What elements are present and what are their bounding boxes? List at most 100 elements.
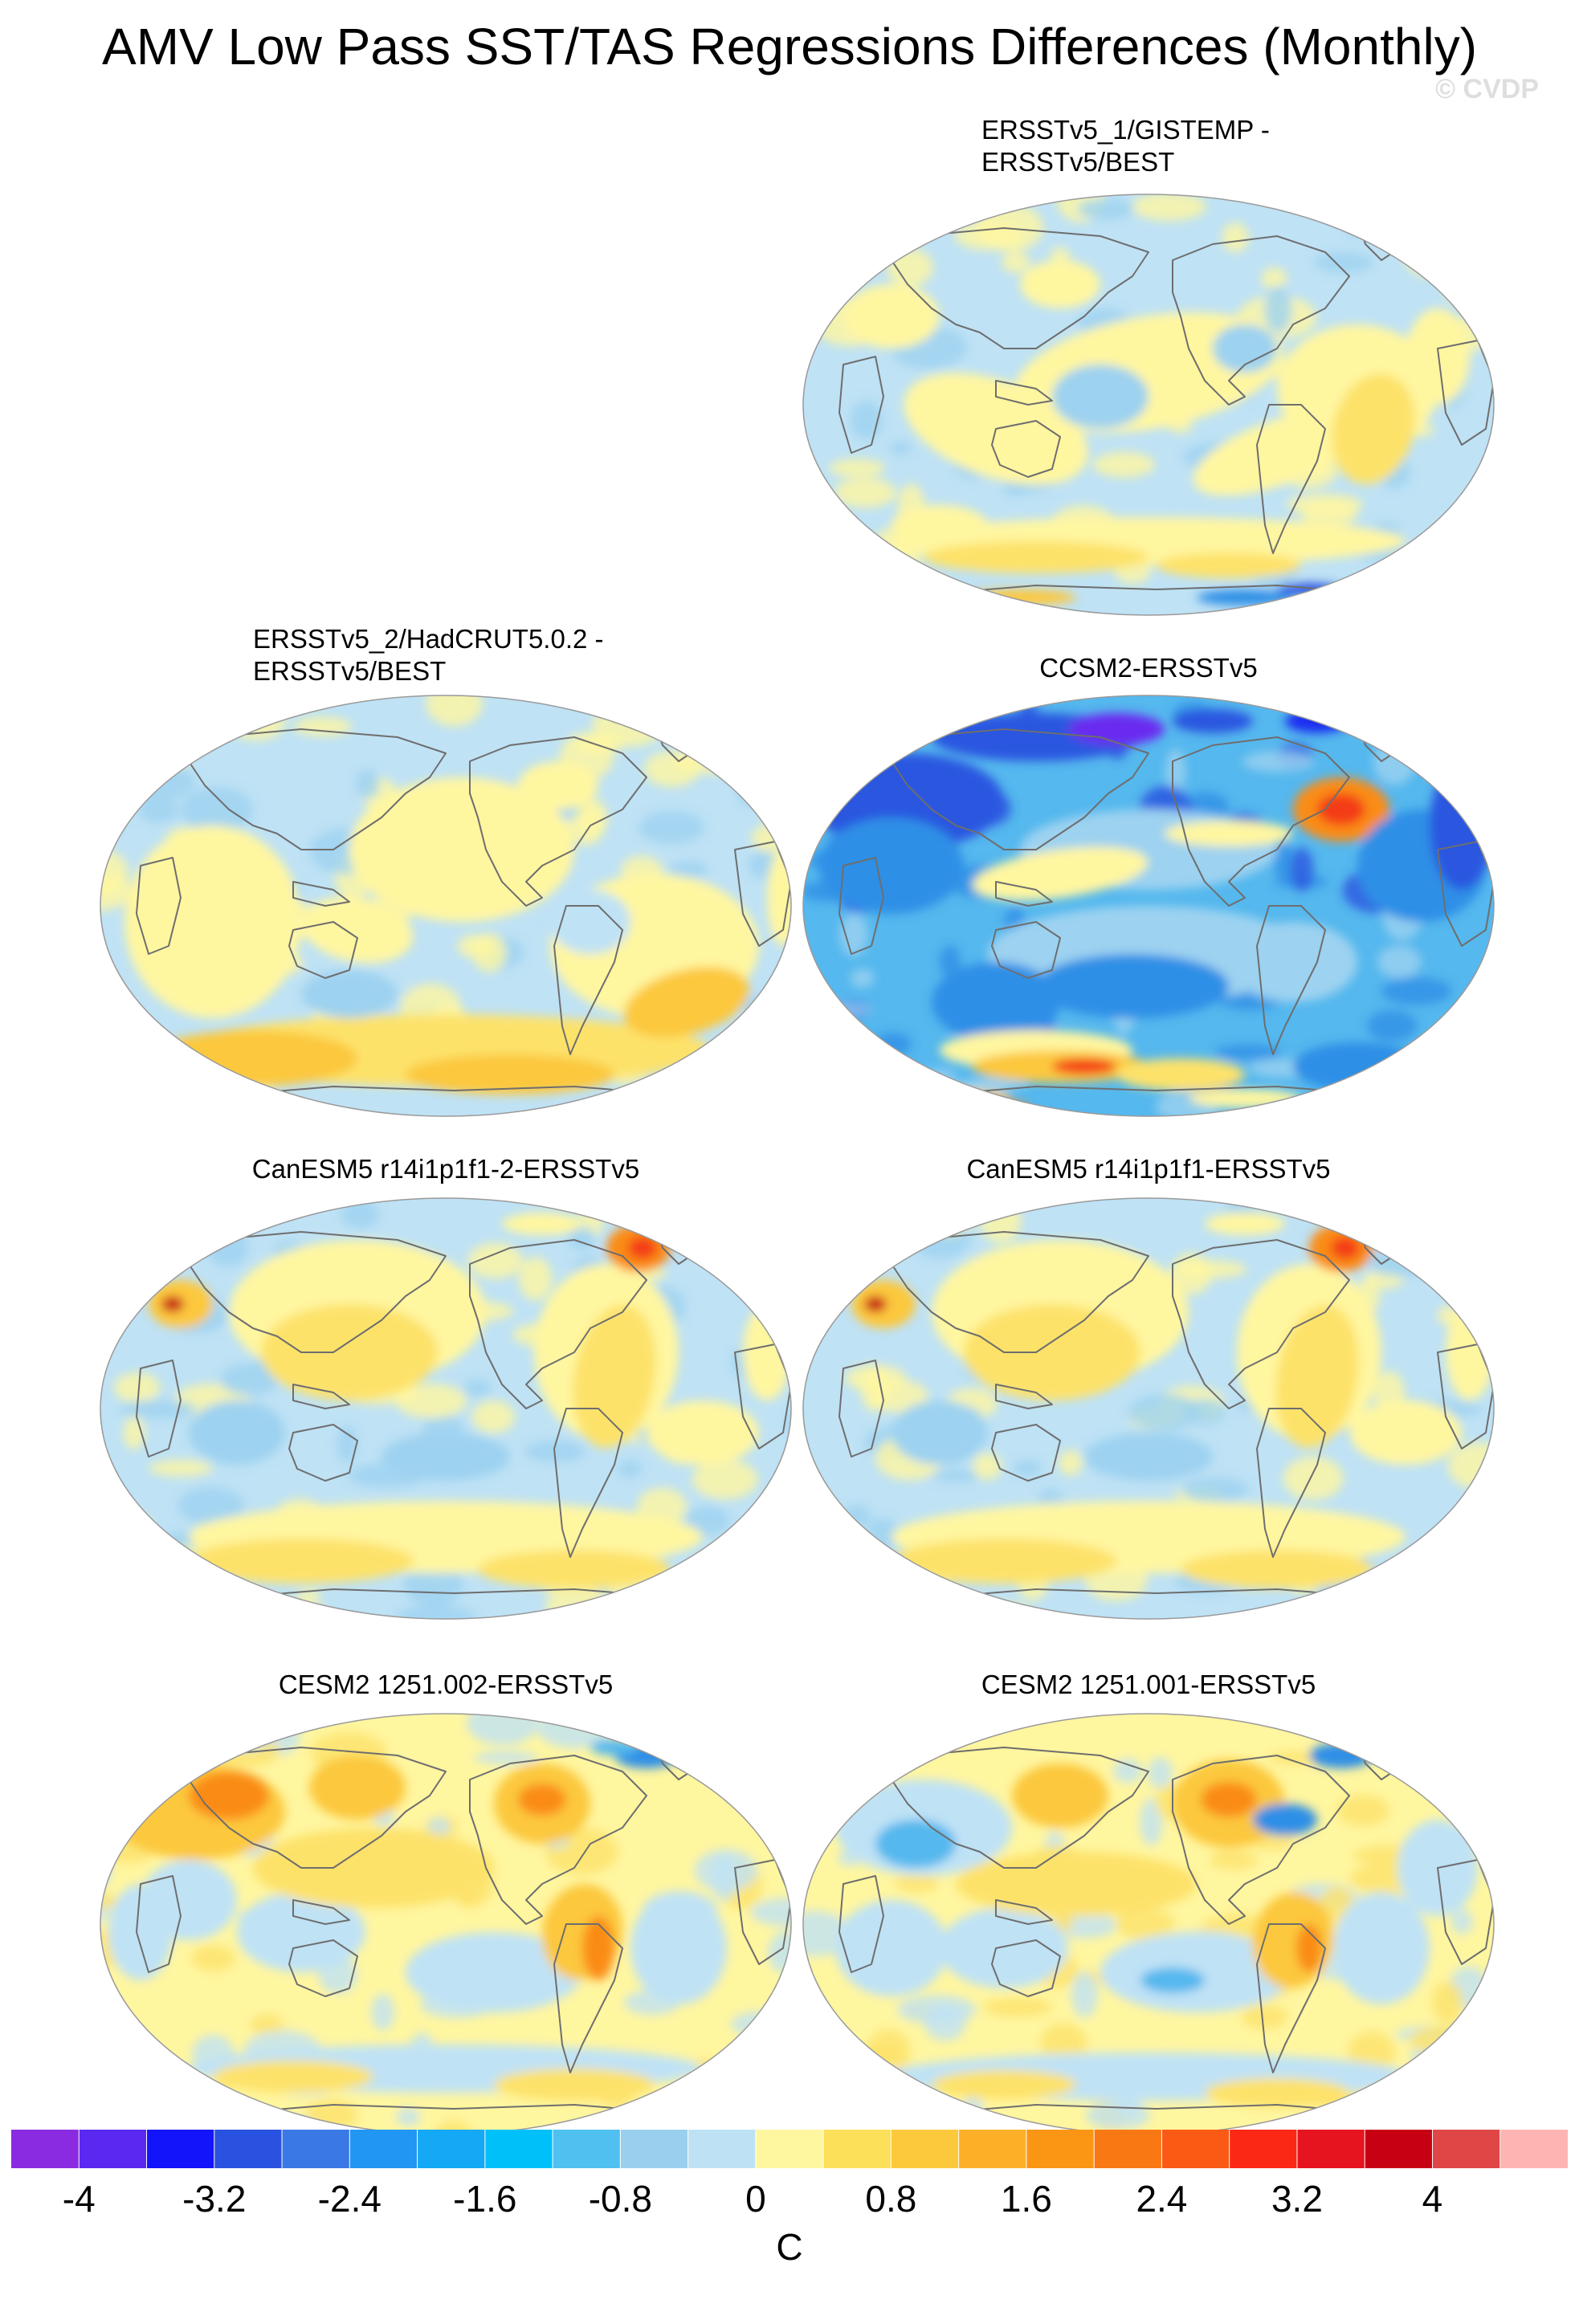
anomaly-speckle — [1450, 1908, 1473, 1935]
anomaly-region — [1193, 410, 1361, 496]
coastline — [288, 921, 358, 979]
anomaly-region — [835, 1900, 948, 1996]
map-field — [803, 1198, 1494, 1619]
anomaly-region — [767, 850, 791, 946]
anomaly-speckle — [834, 477, 896, 508]
colorbar-swatch — [1229, 2130, 1298, 2168]
anomaly-speckle — [803, 1497, 835, 1528]
coastline — [891, 1231, 1149, 1353]
anomaly-speckle — [100, 2054, 161, 2093]
anomaly-region — [924, 541, 1149, 573]
coastline — [891, 1747, 1149, 1869]
anomaly-speckle — [972, 1452, 1002, 1480]
anomaly-speckle — [890, 441, 912, 455]
anomaly-speckle — [128, 1515, 151, 1531]
world-map — [802, 1197, 1495, 1620]
anomaly-speckle — [803, 1910, 851, 1957]
anomaly-region — [1205, 2078, 1349, 2107]
panel-title-line-2: ERSSTv5/BEST — [981, 147, 1175, 177]
colorbar-swatch — [146, 2130, 215, 2168]
anomaly-speckle — [1077, 198, 1134, 220]
anomaly-speckle — [977, 1097, 1003, 1116]
coastline — [288, 1939, 358, 1997]
panel-title-line-1: ERSSTv5_2/HadCRUT5.0.2 - — [253, 624, 604, 654]
coastline — [838, 1875, 884, 1973]
anomaly-speckle — [872, 194, 918, 228]
anomaly-region — [1012, 1763, 1108, 1828]
anomaly-region — [867, 1089, 1012, 1108]
anomaly-speckle — [116, 2054, 140, 2094]
coastline — [995, 1899, 1053, 1925]
anomaly-speckle — [829, 459, 885, 478]
anomaly-speckle — [1418, 567, 1467, 612]
anomaly-region — [892, 1539, 1116, 1584]
anomaly-speckle — [1377, 945, 1422, 978]
anomaly-speckle — [803, 1233, 865, 1255]
anomaly-region — [1116, 1058, 1245, 1091]
panel-title: CESM2 1251.001-ERSSTv5 — [795, 1669, 1502, 1701]
anomaly-region — [181, 1601, 325, 1617]
anomaly-region — [1277, 583, 1341, 596]
coastline — [469, 736, 647, 907]
colorbar-swatch — [1296, 2130, 1365, 2168]
anomaly-speckle — [463, 1379, 491, 1397]
anomaly-speckle — [737, 781, 776, 807]
panel-title-line-1: ERSSTv5_1/GISTEMP - — [981, 115, 1270, 145]
anomaly-speckle — [803, 732, 838, 756]
colorbar-swatch — [282, 2130, 350, 2168]
anomaly-region — [1333, 1892, 1430, 2004]
colorbar-swatch — [79, 2130, 148, 2168]
colorbar-swatch — [1026, 2130, 1095, 2168]
coastline — [891, 728, 1149, 850]
map-border — [802, 695, 1495, 1117]
coastline — [136, 1360, 182, 1458]
anomaly-speckle — [850, 968, 875, 989]
anomaly-speckle — [100, 1549, 127, 1569]
panel-cesm2-1251-001: CESM2 1251.001-ERSSTv5 — [795, 1662, 1502, 2160]
anomaly-region — [406, 1054, 614, 1095]
coastline — [553, 1923, 623, 2073]
anomaly-region — [1189, 1089, 1301, 1108]
anomaly-region — [1349, 1401, 1462, 1465]
anomaly-speckle — [1403, 230, 1461, 278]
anomaly-speckle — [684, 1505, 730, 1535]
colorbar-swatch — [417, 2130, 486, 2168]
anomaly-region — [1446, 1304, 1494, 1401]
coastline — [553, 1408, 623, 1558]
colorbar-swatch — [755, 2130, 824, 2168]
anomaly-speckle — [980, 1199, 1022, 1244]
anomaly-region — [124, 826, 301, 1018]
anomaly-speckle — [139, 800, 179, 823]
anomaly-speckle — [639, 810, 704, 845]
colorbar-tick-labels: -4 -3.2 -2.4 -1.6 -0.8 0 0.8 1.6 2.4 3.2 4 — [0, 2176, 1579, 2224]
anomaly-speckle — [167, 737, 190, 772]
anomaly-speckle — [803, 1003, 874, 1017]
anomaly-speckle — [115, 761, 195, 802]
coastline — [1172, 736, 1350, 907]
anomaly-speckle — [730, 2011, 790, 2037]
anomaly-speckle — [473, 1751, 539, 1764]
anomaly-speckle — [100, 1779, 136, 1827]
colorbar-tick-label: -4 — [62, 2178, 96, 2220]
colorbar-swatch — [891, 2130, 960, 2168]
anomaly-speckle — [847, 1731, 867, 1763]
anomaly-speckle — [811, 707, 837, 750]
world-map — [100, 1197, 792, 1620]
colorbar-tick-label: -0.8 — [588, 2178, 652, 2220]
anomaly-speckle — [1071, 1971, 1098, 2018]
anomaly-speckle — [886, 248, 934, 287]
anomaly-region — [309, 1755, 406, 1820]
anomaly-speckle — [643, 751, 700, 788]
anomaly-speckle — [1478, 1788, 1494, 1830]
anomaly-speckle — [371, 1993, 394, 2031]
anomaly-speckle — [1058, 1449, 1083, 1476]
coastline — [1172, 235, 1350, 406]
anomaly-speckle — [1092, 451, 1156, 478]
anomaly-speckle — [765, 1221, 791, 1237]
anomaly-region — [1213, 324, 1277, 373]
anomaly-region — [1275, 1304, 1359, 1449]
anomaly-region — [819, 817, 964, 914]
anomaly-region — [1332, 373, 1415, 484]
anomaly-region — [573, 1304, 656, 1449]
anomaly-region — [1068, 713, 1165, 745]
